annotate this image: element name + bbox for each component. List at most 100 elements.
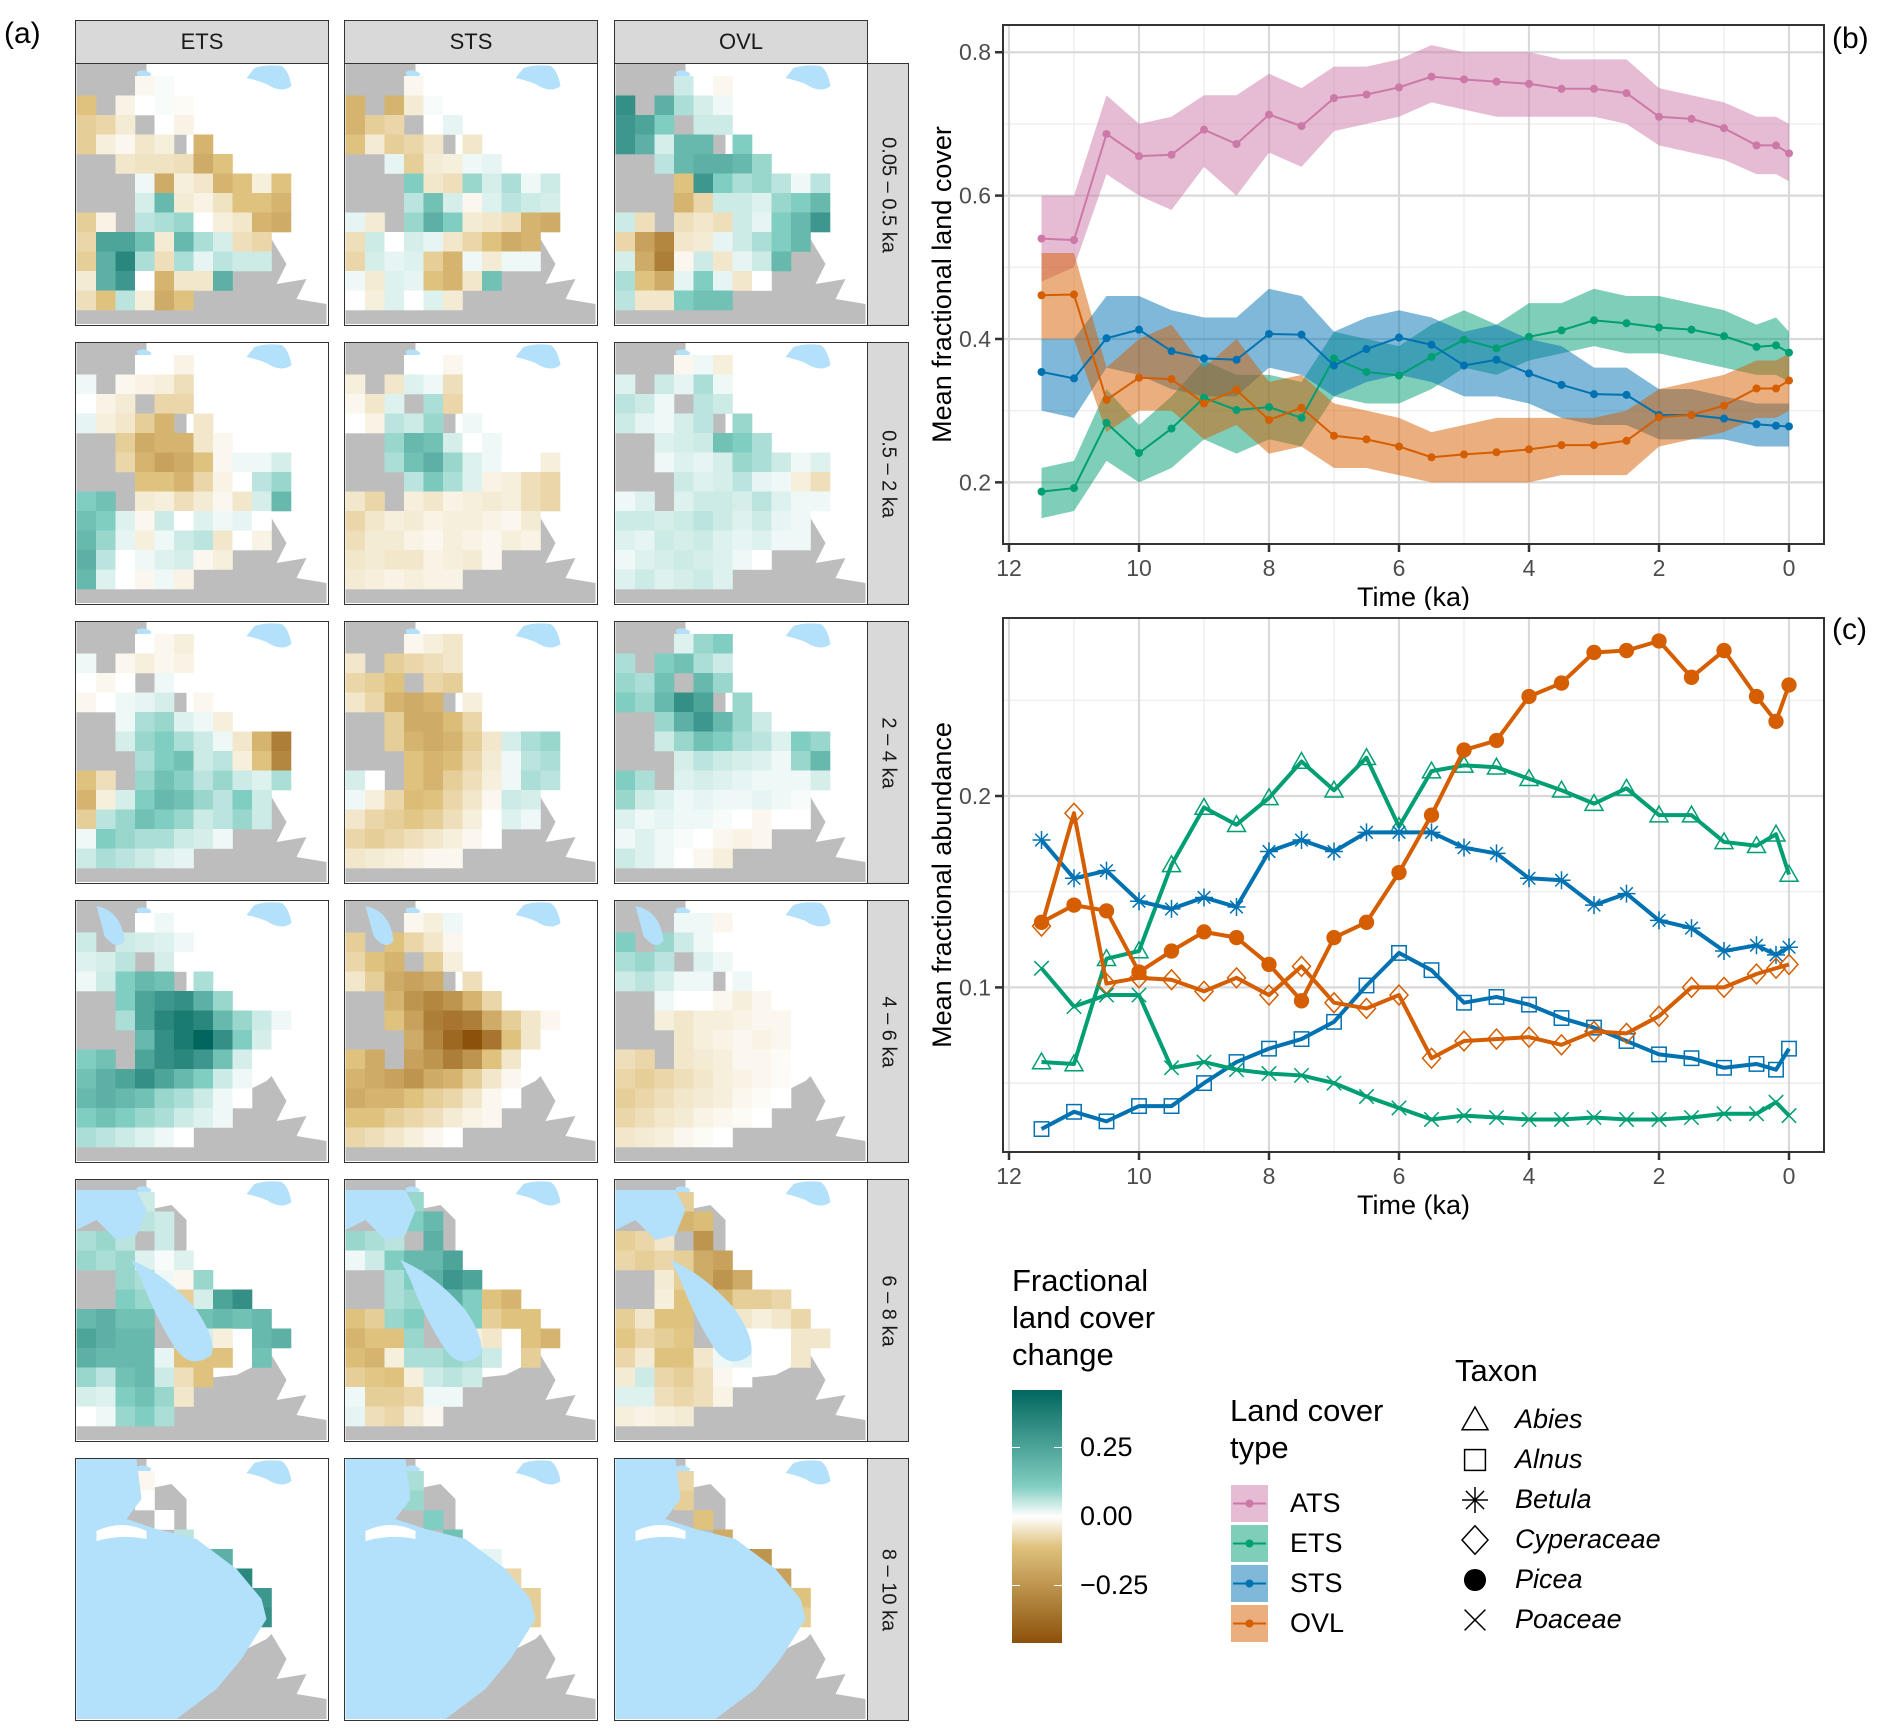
map-cell <box>76 1309 97 1329</box>
map-cell <box>404 491 424 512</box>
map-cell <box>232 751 253 771</box>
map-cell <box>654 1387 675 1407</box>
map-cell <box>404 634 424 654</box>
data-point-abies <box>1713 831 1735 850</box>
data-point-ovl <box>1200 399 1208 408</box>
data-point-betula <box>1032 831 1051 850</box>
map-cell <box>674 731 694 752</box>
map-cell <box>404 290 424 311</box>
data-point-alnus <box>1683 1050 1700 1067</box>
map-cell <box>674 433 694 453</box>
map-cell <box>193 971 214 992</box>
data-point-poaceae <box>1488 1109 1505 1126</box>
data-point-picea <box>1553 675 1570 691</box>
map-cell <box>154 290 175 311</box>
map-cell <box>96 692 116 713</box>
colorbar-tick-label: 0.00 <box>1080 1501 1133 1531</box>
map-cell <box>482 511 502 531</box>
map-cell <box>154 76 175 96</box>
map-cell <box>810 193 831 213</box>
map-cell <box>384 530 405 551</box>
data-point-alnus <box>1391 944 1407 961</box>
map-cell <box>771 1010 792 1031</box>
x-tick-label: 0 <box>1783 1163 1796 1189</box>
map-cell <box>713 829 733 849</box>
map-cell <box>713 712 733 732</box>
map-cell <box>135 991 155 1011</box>
map-cell <box>615 1367 636 1388</box>
map-cell <box>615 1309 636 1329</box>
data-point-ovl <box>1655 413 1663 422</box>
map-cell <box>232 790 253 810</box>
map-cell <box>154 673 175 693</box>
map-cell <box>791 452 811 473</box>
data-point-sts <box>1460 361 1468 370</box>
map-cell <box>193 134 214 155</box>
map-cell <box>135 212 155 233</box>
data-point-sts <box>1362 345 1371 354</box>
map-cell <box>174 154 194 174</box>
map-cell <box>423 1211 444 1232</box>
map-cell <box>404 569 424 590</box>
map-cell <box>76 932 97 953</box>
map-cell <box>462 712 483 732</box>
map-cell <box>193 511 214 531</box>
data-point-picea <box>1131 964 1147 980</box>
map-cell <box>443 1088 463 1109</box>
map-cell <box>345 491 366 512</box>
map-cell <box>193 212 214 233</box>
map-cell <box>154 932 175 953</box>
map-cell <box>771 193 792 213</box>
glacial-lake <box>615 1190 752 1362</box>
data-point-abies <box>1778 863 1800 882</box>
map-cell <box>213 1088 233 1109</box>
map-cell <box>791 1328 811 1349</box>
map-cell <box>345 271 366 291</box>
glacial-lake <box>345 1459 536 1719</box>
map-cell <box>713 848 733 869</box>
map-cell <box>76 1367 97 1388</box>
map-cell <box>635 1406 655 1427</box>
map-cell <box>384 991 405 1011</box>
map-cell <box>154 731 175 752</box>
map-cell <box>791 770 811 791</box>
map-cell <box>384 1010 405 1031</box>
data-point-poaceae <box>1456 1107 1472 1124</box>
map-cell <box>615 848 636 869</box>
map-cell <box>115 829 136 849</box>
map-cell <box>771 530 792 551</box>
data-point-abies <box>1518 768 1540 787</box>
map-cell <box>713 472 733 492</box>
map-cell <box>732 154 753 174</box>
map-cell <box>135 1309 155 1329</box>
map-cell <box>345 1231 366 1251</box>
map-cell <box>404 712 424 732</box>
map-cell <box>174 290 194 311</box>
map-cell <box>345 232 366 252</box>
map-cell <box>154 355 175 375</box>
map-cell <box>713 491 733 512</box>
ribbon-ets <box>1041 288 1789 519</box>
data-point-ovl <box>1330 431 1338 440</box>
map-cell <box>213 809 233 830</box>
data-point-ets <box>1557 326 1566 335</box>
map-cell <box>174 569 194 590</box>
map-cell <box>135 809 155 830</box>
map-cell <box>365 1406 385 1427</box>
data-point-sts <box>1720 414 1728 423</box>
map-cell <box>462 991 483 1011</box>
map-cell <box>96 1406 116 1427</box>
map-cell <box>213 212 233 233</box>
data-point-ats <box>1655 112 1663 121</box>
map-cell <box>615 653 636 674</box>
data-point-cyperaceae <box>1765 957 1787 980</box>
map-cell <box>193 193 214 213</box>
map-cell <box>732 1030 753 1050</box>
data-point-ets <box>1167 424 1176 433</box>
map-panel <box>75 621 329 884</box>
map-cell <box>791 1010 811 1031</box>
map-cell <box>154 1127 175 1148</box>
colorbar-title-line: Fractional <box>1012 1263 1149 1298</box>
map-cell <box>713 1367 733 1388</box>
map-cell <box>674 829 694 849</box>
